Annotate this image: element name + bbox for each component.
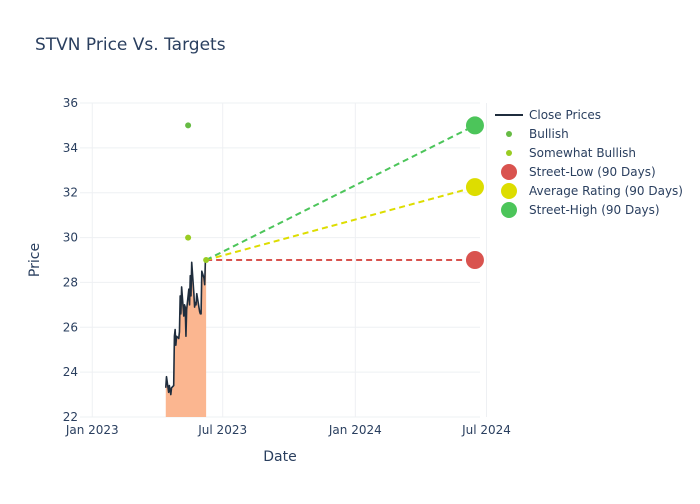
legend-dot-swatch xyxy=(501,183,517,199)
rating-point xyxy=(185,234,192,241)
legend-dot-swatch xyxy=(501,164,517,180)
legend-label: Average Rating (90 Days) xyxy=(529,184,683,198)
rating-point xyxy=(185,122,192,129)
y-tick-label: 24 xyxy=(63,365,78,379)
legend-dot-swatch xyxy=(506,131,512,137)
close-price-fill xyxy=(165,260,207,417)
legend-dot-swatch xyxy=(506,150,512,156)
legend-label: Bullish xyxy=(529,127,569,141)
target-marker xyxy=(465,116,484,135)
legend-dot-swatch xyxy=(501,202,517,218)
y-tick-label: 26 xyxy=(63,320,78,334)
legend: Close Prices Bullish Somewhat Bullish Stree… xyxy=(495,108,683,218)
target-marker xyxy=(465,251,484,269)
analyst-ratings xyxy=(185,122,210,263)
close-price-line xyxy=(164,259,207,396)
target-line xyxy=(205,124,476,261)
legend-item[interactable]: Street-High (90 Days) xyxy=(501,202,660,218)
x-axis-title: Date xyxy=(263,449,296,465)
target-line xyxy=(205,186,476,261)
y-tick-label: 28 xyxy=(63,275,78,289)
grid xyxy=(80,102,487,418)
target-markers xyxy=(465,116,484,269)
rating-point xyxy=(203,257,210,263)
y-tick-label: 30 xyxy=(63,231,78,245)
x-tick-label: Jul 2024 xyxy=(461,423,511,437)
close-price-line-layer xyxy=(164,259,207,396)
y-tick-label: 36 xyxy=(63,96,78,110)
legend-label: Close Prices xyxy=(529,108,601,122)
legend-item[interactable]: Close Prices xyxy=(495,108,601,122)
chart-title: STVN Price Vs. Targets xyxy=(35,35,226,55)
legend-item[interactable]: Bullish xyxy=(506,127,569,141)
x-tick-label: Jul 2023 xyxy=(197,423,247,437)
y-tick-label: 34 xyxy=(63,141,78,155)
target-marker xyxy=(465,178,484,197)
x-tick-label: Jan 2024 xyxy=(328,423,382,437)
legend-label: Street-High (90 Days) xyxy=(529,203,660,217)
legend-label: Street-Low (90 Days) xyxy=(529,165,656,179)
y-tick-label: 32 xyxy=(63,186,78,200)
legend-item[interactable]: Somewhat Bullish xyxy=(506,146,636,160)
legend-label: Somewhat Bullish xyxy=(529,146,636,160)
axes: 22 24 26 28 30 32 34 36 Jan 2023 Jul 2023 Jan 2024… xyxy=(63,96,511,437)
legend-item[interactable]: Street-Low (90 Days) xyxy=(501,164,656,180)
target-lines xyxy=(205,124,476,261)
legend-item[interactable]: Average Rating (90 Days) xyxy=(501,183,683,199)
x-tick-label: Jan 2023 xyxy=(65,423,119,437)
y-axis-title: Price xyxy=(27,243,43,277)
close-price-area xyxy=(165,260,207,417)
y-tick-label: 22 xyxy=(63,410,78,424)
